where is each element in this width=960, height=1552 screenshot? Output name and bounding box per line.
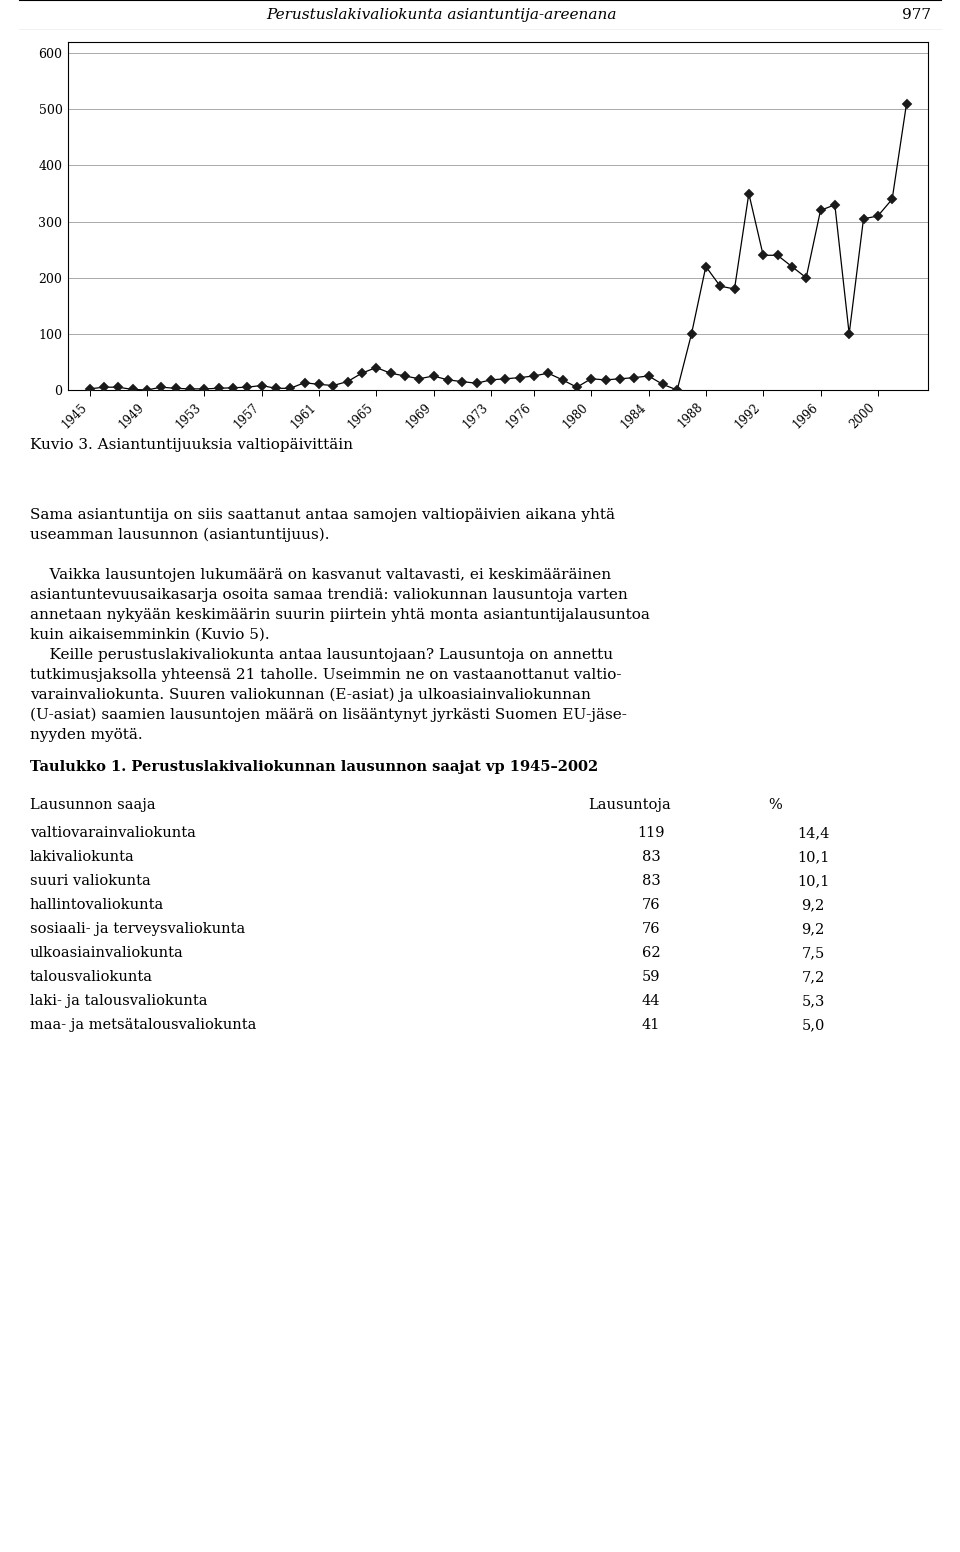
Text: 7,2: 7,2 [802,970,825,984]
Text: valtiovarainvaliokunta: valtiovarainvaliokunta [30,826,196,840]
Text: 44: 44 [641,993,660,1007]
Text: 10,1: 10,1 [797,874,829,888]
Text: 5,3: 5,3 [802,993,825,1007]
Text: tutkimusjaksolla yhteensä 21 taholle. Useimmin ne on vastaanottanut valtio-: tutkimusjaksolla yhteensä 21 taholle. Us… [30,667,621,681]
Text: 83: 83 [641,874,660,888]
Text: 76: 76 [641,922,660,936]
Text: Kuvio 3. Asiantuntijuuksia valtiopäivittäin: Kuvio 3. Asiantuntijuuksia valtiopäivitt… [30,438,353,452]
Text: annetaan nykyään keskimäärin suurin piirtein yhtä monta asiantuntijalausuntoa: annetaan nykyään keskimäärin suurin piir… [30,608,650,622]
Text: useamman lausunnon (asiantuntijuus).: useamman lausunnon (asiantuntijuus). [30,528,329,542]
Text: 83: 83 [641,850,660,864]
Text: 10,1: 10,1 [797,850,829,864]
Text: maa- ja metsätalousvaliokunta: maa- ja metsätalousvaliokunta [30,1018,256,1032]
Text: asiantuntevuusaikasarja osoita samaa trendiä: valiokunnan lausuntoja varten: asiantuntevuusaikasarja osoita samaa tre… [30,588,628,602]
Text: Vaikka lausuntojen lukumäärä on kasvanut valtavasti, ei keskimääräinen: Vaikka lausuntojen lukumäärä on kasvanut… [30,568,612,582]
Text: Taulukko 1. Perustuslakivaliokunnan lausunnon saajat vp 1945–2002: Taulukko 1. Perustuslakivaliokunnan laus… [30,760,598,774]
Text: 9,2: 9,2 [802,922,825,936]
Text: 7,5: 7,5 [802,947,825,961]
Text: Keille perustuslakivaliokunta antaa lausuntojaan? Lausuntoja on annettu: Keille perustuslakivaliokunta antaa laus… [30,649,613,663]
Text: 14,4: 14,4 [797,826,829,840]
Text: hallintovaliokunta: hallintovaliokunta [30,899,164,913]
Text: 9,2: 9,2 [802,899,825,913]
Text: talousvaliokunta: talousvaliokunta [30,970,153,984]
Text: lakivaliokunta: lakivaliokunta [30,850,134,864]
Text: Sama asiantuntija on siis saattanut antaa samojen valtiopäivien aikana yhtä: Sama asiantuntija on siis saattanut anta… [30,508,615,521]
Text: (U-asiat) saamien lausuntojen määrä on lisääntynyt jyrkästi Suomen EU-jäse-: (U-asiat) saamien lausuntojen määrä on l… [30,708,627,722]
Text: ulkoasiainvaliokunta: ulkoasiainvaliokunta [30,947,183,961]
Text: 119: 119 [637,826,664,840]
Text: 59: 59 [641,970,660,984]
Text: varainvaliokunta. Suuren valiokunnan (E-asiat) ja ulkoasiainvaliokunnan: varainvaliokunta. Suuren valiokunnan (E-… [30,688,590,703]
Text: kuin aikaisemminkin (Kuvio 5).: kuin aikaisemminkin (Kuvio 5). [30,629,270,643]
Text: 5,0: 5,0 [802,1018,825,1032]
Text: laki- ja talousvaliokunta: laki- ja talousvaliokunta [30,993,207,1007]
Text: Lausunnon saaja: Lausunnon saaja [30,798,156,812]
Text: 41: 41 [642,1018,660,1032]
Text: Perustuslakivaliokunta asiantuntija-areenana: Perustuslakivaliokunta asiantuntija-aree… [266,8,617,22]
Text: nyyden myötä.: nyyden myötä. [30,728,143,742]
Text: 62: 62 [641,947,660,961]
Text: sosiaali- ja terveysvaliokunta: sosiaali- ja terveysvaliokunta [30,922,245,936]
Text: 76: 76 [641,899,660,913]
Text: Lausuntoja: Lausuntoja [588,798,671,812]
Text: %: % [768,798,781,812]
Text: suuri valiokunta: suuri valiokunta [30,874,151,888]
Text: 977: 977 [902,8,931,22]
